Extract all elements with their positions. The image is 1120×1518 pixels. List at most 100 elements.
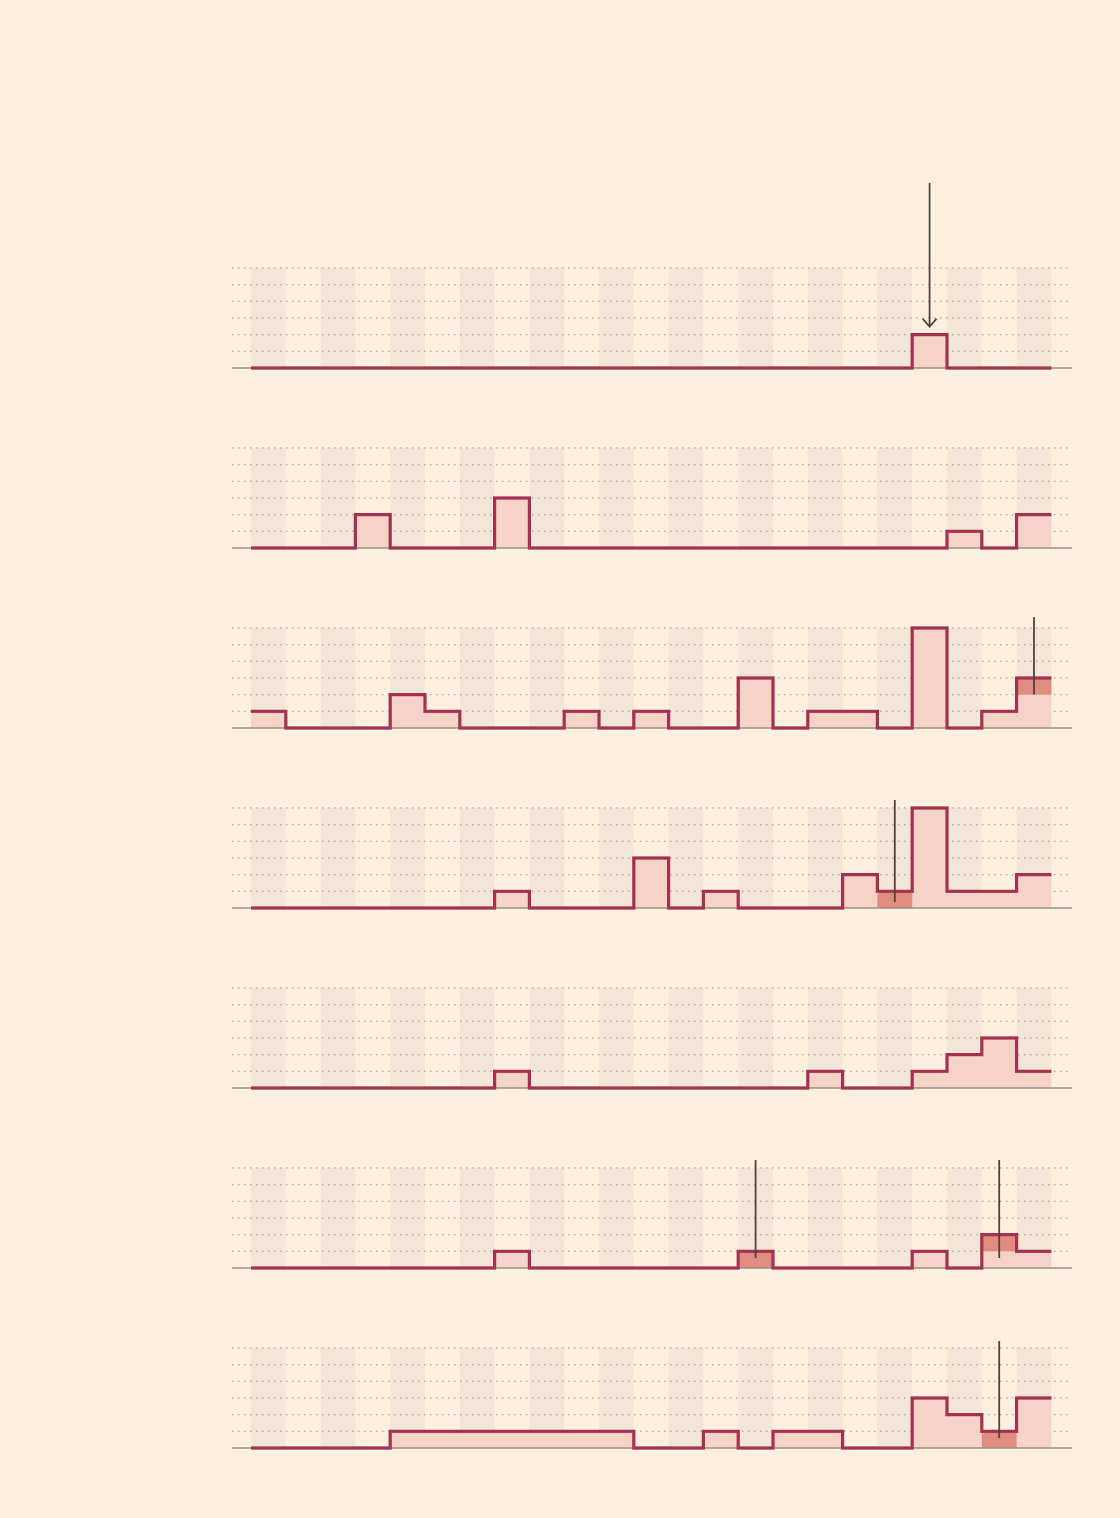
- data-bar: [494, 1071, 530, 1088]
- background-band: [877, 1167, 913, 1268]
- panel-2: [232, 447, 1072, 550]
- background-band: [320, 627, 356, 728]
- step-line: [251, 1396, 1052, 1450]
- panel-6: [232, 1160, 1072, 1270]
- data-bar: [842, 711, 878, 728]
- data-bar: [912, 1251, 947, 1268]
- background-band: [668, 627, 704, 728]
- background-band: [668, 1167, 704, 1268]
- background-band: [668, 987, 704, 1088]
- data-bar: [459, 1431, 495, 1448]
- data-bar: [425, 711, 460, 728]
- background-band: [807, 447, 843, 548]
- background-band: [668, 267, 704, 368]
- data-bar: [1016, 874, 1052, 908]
- step-line: [251, 333, 1052, 370]
- background-band: [459, 627, 495, 728]
- data-bar: [633, 857, 669, 908]
- data-bar: [494, 1251, 530, 1268]
- data-bar: [390, 694, 425, 728]
- background-band: [320, 987, 356, 1088]
- data-bar: [807, 711, 843, 728]
- data-bar: [703, 891, 739, 908]
- background-band: [668, 807, 704, 908]
- panel-1: [232, 183, 1072, 370]
- data-bar: [773, 1431, 808, 1448]
- data-bar: [947, 531, 982, 548]
- data-bar: [494, 1431, 530, 1448]
- data-bar: [251, 711, 286, 728]
- data-bar: [981, 891, 1017, 908]
- data-bar: [1016, 1251, 1052, 1268]
- background-band: [807, 807, 843, 908]
- step-line: [251, 626, 1052, 730]
- data-bar: [912, 627, 947, 728]
- data-bar: [947, 891, 982, 908]
- background-band: [459, 267, 495, 368]
- arrow-head: [921, 318, 938, 329]
- data-bar: [529, 1431, 565, 1448]
- data-bar: [494, 891, 530, 908]
- background-band: [668, 1347, 704, 1448]
- panel-5: [232, 987, 1072, 1090]
- data-bar: [738, 677, 773, 728]
- data-bar: [912, 1397, 947, 1448]
- background-band: [529, 447, 565, 548]
- background-band: [320, 807, 356, 908]
- highlight-segment: [981, 1431, 1017, 1448]
- background-band: [807, 1167, 843, 1268]
- panel-7: [232, 1341, 1072, 1450]
- data-bar: [912, 334, 947, 368]
- background-band: [529, 987, 565, 1088]
- data-bar: [981, 1037, 1017, 1088]
- panel-4: [232, 800, 1072, 910]
- background-band: [459, 987, 495, 1088]
- data-bar: [390, 1431, 425, 1448]
- data-bar: [981, 711, 1017, 728]
- data-bar: [494, 497, 530, 548]
- background-band: [320, 447, 356, 548]
- background-band: [320, 1167, 356, 1268]
- data-bar: [633, 711, 669, 728]
- data-bar: [1016, 514, 1052, 548]
- background-band: [877, 627, 913, 728]
- highlight-segment: [738, 1251, 773, 1268]
- background-band: [877, 1347, 913, 1448]
- background-band: [529, 807, 565, 908]
- data-bar: [564, 1431, 599, 1448]
- background-band: [1016, 267, 1052, 368]
- data-bar: [947, 1414, 982, 1448]
- background-band: [529, 627, 565, 728]
- step-line: [251, 496, 1052, 550]
- background-band: [529, 267, 565, 368]
- data-bar: [599, 1431, 634, 1448]
- background-band: [320, 267, 356, 368]
- step-line: [251, 1233, 1052, 1270]
- data-bar: [703, 1431, 739, 1448]
- data-bar: [564, 711, 599, 728]
- panel-3: [232, 617, 1072, 730]
- data-bar: [425, 1431, 460, 1448]
- background-band: [320, 1347, 356, 1448]
- background-band: [668, 447, 704, 548]
- background-band: [459, 447, 495, 548]
- data-bar: [912, 807, 947, 908]
- background-band: [459, 1167, 495, 1268]
- step-line: [251, 1036, 1052, 1090]
- background-band: [529, 1167, 565, 1268]
- background-band: [459, 807, 495, 908]
- background-band: [877, 447, 913, 548]
- background-band: [877, 267, 913, 368]
- background-band: [877, 987, 913, 1088]
- step-line: [251, 806, 1052, 910]
- data-bar: [947, 1054, 982, 1088]
- data-bar: [807, 1431, 843, 1448]
- data-bar: [807, 1071, 843, 1088]
- data-bar: [1016, 1397, 1052, 1448]
- data-bar: [1016, 1071, 1052, 1088]
- data-bar: [355, 514, 391, 548]
- data-bar: [842, 874, 878, 908]
- background-band: [807, 267, 843, 368]
